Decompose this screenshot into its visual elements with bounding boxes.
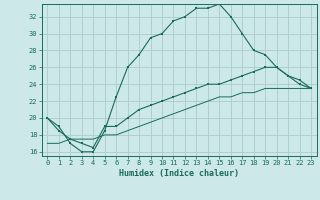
X-axis label: Humidex (Indice chaleur): Humidex (Indice chaleur) bbox=[119, 169, 239, 178]
